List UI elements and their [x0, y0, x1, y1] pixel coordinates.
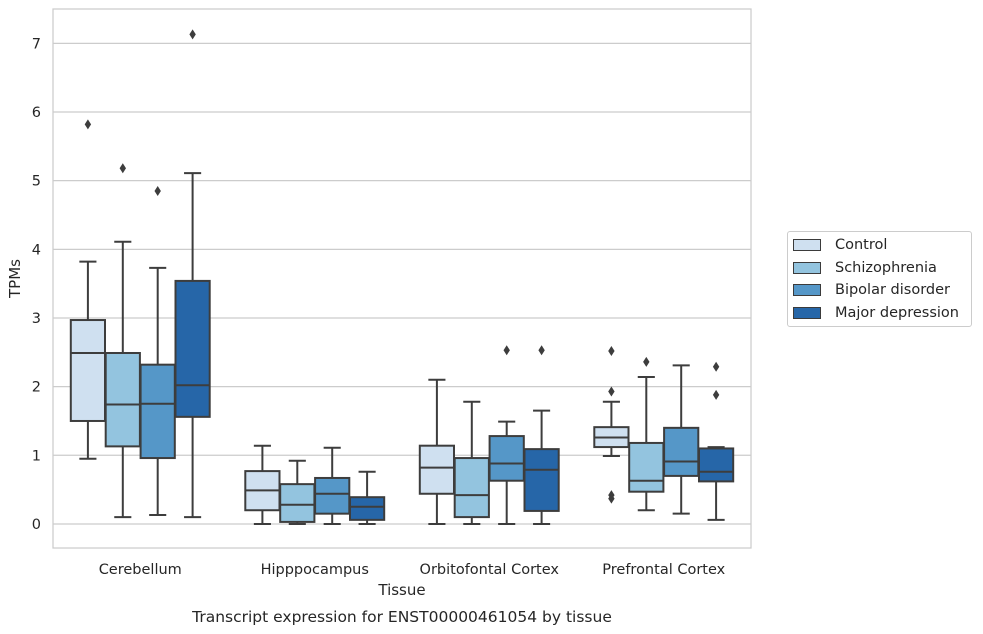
- plot-area: [52, 8, 752, 549]
- outlier-point: [503, 345, 510, 356]
- outlier-point: [84, 119, 92, 130]
- iqr-box: [69, 319, 107, 422]
- box-plot-schizophrenia: [628, 356, 665, 512]
- y-tick-label: 4: [32, 242, 41, 258]
- box-plot-major-depression: [174, 29, 211, 519]
- y-tick-label: 1: [32, 448, 41, 464]
- y-tick-label: 3: [32, 311, 41, 327]
- y-tick-label: 5: [32, 174, 41, 190]
- box-plot-control: [69, 119, 107, 460]
- outlier-point: [608, 345, 615, 356]
- legend-item: Bipolar disorder: [793, 280, 950, 300]
- legend-label: Control: [835, 237, 888, 253]
- box-plot-control: [244, 444, 281, 525]
- outlier-point: [643, 356, 650, 367]
- x-tick-label: Orbitofontal Cortex: [420, 562, 560, 578]
- legend-swatch: [793, 306, 821, 319]
- y-tick-label: 7: [32, 36, 41, 52]
- box-plot-control: [593, 345, 630, 504]
- box-plot-schizophrenia: [453, 400, 490, 525]
- chart-title: Transcript expression for ENST0000046105…: [191, 608, 612, 626]
- outlier-point: [189, 29, 196, 40]
- box-plot-major-depression: [697, 361, 735, 521]
- box-plot-major-depression: [348, 470, 386, 525]
- y-axis-label: TPMs: [6, 259, 24, 299]
- legend-label: Schizophrenia: [835, 259, 937, 276]
- iqr-box: [418, 444, 456, 495]
- box-plots: [69, 29, 735, 525]
- iqr-box: [174, 279, 211, 418]
- iqr-box: [314, 476, 351, 515]
- outlier-point: [608, 386, 615, 397]
- outlier-point: [538, 345, 545, 356]
- legend: Control Schizophrenia Bipolar disorder Majo…: [787, 231, 972, 327]
- legend-item: Major depression: [793, 303, 959, 323]
- x-tick-label: Cerebellum: [99, 562, 182, 578]
- y-tick-labels: 0 1 2 3 4 5 6 7: [32, 36, 41, 533]
- legend-item: Schizophrenia: [793, 258, 937, 278]
- y-tick-label: 6: [32, 105, 41, 121]
- box-plot-bipolar-disorder: [314, 446, 351, 525]
- box-plot-schizophrenia: [104, 163, 141, 519]
- box-plot-control: [418, 378, 456, 525]
- iqr-box: [104, 351, 141, 448]
- outlier-point: [712, 361, 720, 372]
- x-tick-label: Hipppocampus: [261, 562, 369, 578]
- iqr-box: [139, 363, 176, 460]
- outlier-point: [154, 185, 161, 196]
- x-tick-labels: Cerebellum Hipppocampus Orbitofontal Corte…: [99, 562, 726, 578]
- iqr-box: [697, 447, 735, 483]
- x-tick-label: Prefrontal Cortex: [602, 562, 725, 578]
- iqr-box: [453, 457, 490, 519]
- legend-swatch: [793, 284, 821, 296]
- legend-swatch: [793, 261, 821, 274]
- outlier-point: [119, 163, 126, 174]
- iqr-box: [348, 496, 386, 521]
- legend-label: Bipolar disorder: [835, 282, 950, 298]
- box-plot-schizophrenia: [279, 459, 316, 525]
- iqr-box: [279, 483, 316, 523]
- outlier-point: [608, 493, 615, 504]
- box-plot-major-depression: [523, 345, 560, 525]
- legend-swatch: [793, 239, 821, 251]
- box-plot-bipolar-disorder: [488, 345, 525, 525]
- iqr-box: [488, 435, 525, 482]
- y-tick-label: 0: [32, 517, 41, 533]
- y-tick-label: 2: [32, 380, 41, 396]
- legend-item: Control: [793, 235, 887, 255]
- x-axis-label: Tissue: [377, 581, 425, 599]
- iqr-box: [523, 448, 560, 512]
- iqr-box: [663, 426, 700, 477]
- outlier-point: [712, 389, 720, 400]
- iqr-box: [628, 441, 665, 493]
- legend-label: Major depression: [835, 304, 959, 321]
- box-plot-bipolar-disorder: [139, 185, 176, 517]
- box-plot-bipolar-disorder: [663, 364, 700, 515]
